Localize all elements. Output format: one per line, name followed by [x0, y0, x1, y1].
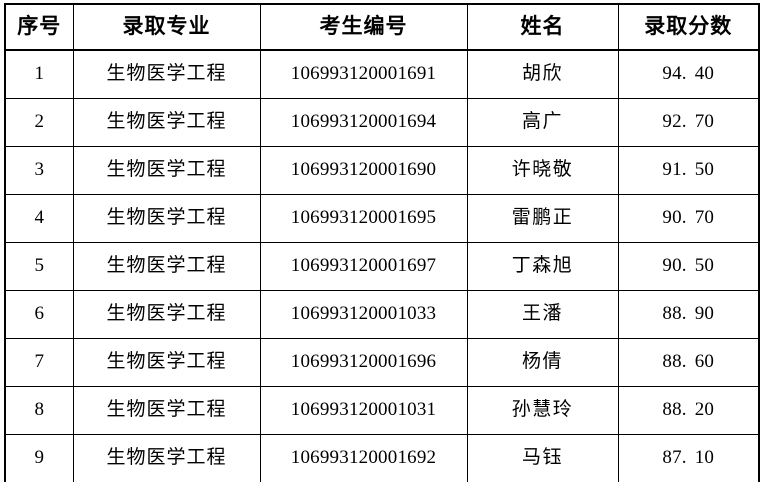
cell-examno: 106993120001692 — [260, 434, 468, 482]
cell-major: 生物医学工程 — [73, 98, 261, 147]
cell-examno: 106993120001694 — [260, 98, 468, 147]
table-row: 7 生物医学工程 106993120001696 杨倩 88. 60 — [5, 338, 759, 387]
cell-major: 生物医学工程 — [73, 146, 261, 195]
cell-score: 87. 10 — [662, 447, 715, 469]
cell-score: 88. 90 — [618, 290, 759, 339]
cell-score: 88. 60 — [618, 338, 759, 387]
cell-name: 王潘 — [467, 290, 619, 339]
cell-major: 生物医学工程 — [73, 338, 261, 387]
cell-major: 生物医学工程 — [73, 290, 261, 339]
cell-index: 1 — [5, 50, 74, 99]
cell-score: 88. 20 — [618, 386, 759, 435]
cell-examno: 106993120001697 — [260, 242, 468, 291]
cell-name: 马钰 — [467, 434, 619, 482]
table-row: 6 生物医学工程 106993120001033 王潘 88. 90 — [5, 290, 759, 339]
table-header: 序号 录取专业 考生编号 姓名 录取分数 — [5, 4, 759, 51]
column-header-examno: 考生编号 — [260, 4, 468, 51]
table-row: 9 生物医学工程 106993120001692 马钰 87. 10 — [5, 434, 759, 482]
admission-results-table: 序号 录取专业 考生编号 姓名 录取分数 1 生物医学工程 106993120001… — [4, 3, 760, 482]
cell-index: 2 — [5, 98, 74, 147]
cell-score: 92. 70 — [618, 98, 759, 147]
cell-score: 94. 40 — [618, 50, 759, 99]
table-header-row: 序号 录取专业 考生编号 姓名 录取分数 — [5, 4, 759, 51]
cell-examno: 106993120001695 — [260, 194, 468, 243]
cell-major: 生物医学工程 — [73, 434, 261, 482]
cell-index: 9 — [5, 434, 74, 482]
cell-examno: 106993120001031 — [260, 386, 468, 435]
cell-score: 90. 70 — [618, 194, 759, 243]
table-row: 4 生物医学工程 106993120001695 雷鹏正 90. 70 — [5, 194, 759, 243]
admission-results-table-container: 序号 录取专业 考生编号 姓名 录取分数 1 生物医学工程 106993120001… — [4, 3, 760, 482]
cell-examno: 106993120001033 — [260, 290, 468, 339]
cell-major: 生物医学工程 — [73, 50, 261, 99]
cell-major: 生物医学工程 — [73, 386, 261, 435]
cell-index: 8 — [5, 386, 74, 435]
cell-index: 4 — [5, 194, 74, 243]
column-header-major: 录取专业 — [73, 4, 261, 51]
table-row: 5 生物医学工程 106993120001697 丁森旭 90. 50 — [5, 242, 759, 291]
column-header-score: 录取分数 — [618, 4, 759, 51]
cell-index: 6 — [5, 290, 74, 339]
column-header-name: 姓名 — [467, 4, 619, 51]
cell-index: 5 — [5, 242, 74, 291]
table-row: 3 生物医学工程 106993120001690 许晓敬 91. 50 — [5, 146, 759, 195]
table-row: 1 生物医学工程 106993120001691 胡欣 94. 40 — [5, 50, 759, 99]
cell-name: 孙慧玲 — [467, 386, 619, 435]
cell-name: 雷鹏正 — [467, 194, 619, 243]
cell-name: 丁森旭 — [467, 242, 619, 291]
cell-index: 3 — [5, 146, 74, 195]
cell-major: 生物医学工程 — [73, 242, 261, 291]
cell-name: 高广 — [467, 98, 619, 147]
table-body: 1 生物医学工程 106993120001691 胡欣 94. 40 2 生物医学工程 106… — [5, 50, 759, 482]
cell-examno: 106993120001696 — [260, 338, 468, 387]
cell-major: 生物医学工程 — [73, 194, 261, 243]
cell-examno: 106993120001691 — [260, 50, 468, 99]
table-row: 2 生物医学工程 106993120001694 高广 92. 70 — [5, 98, 759, 147]
cell-examno: 106993120001690 — [260, 146, 468, 195]
cell-name: 胡欣 — [467, 50, 619, 99]
cell-score: 91. 50 — [618, 146, 759, 195]
cell-name: 许晓敬 — [467, 146, 619, 195]
cell-name: 杨倩 — [467, 338, 619, 387]
table-row: 8 生物医学工程 106993120001031 孙慧玲 88. 20 — [5, 386, 759, 435]
cell-index: 7 — [5, 338, 74, 387]
cell-score: 90. 50 — [618, 242, 759, 291]
column-header-index: 序号 — [5, 4, 74, 51]
